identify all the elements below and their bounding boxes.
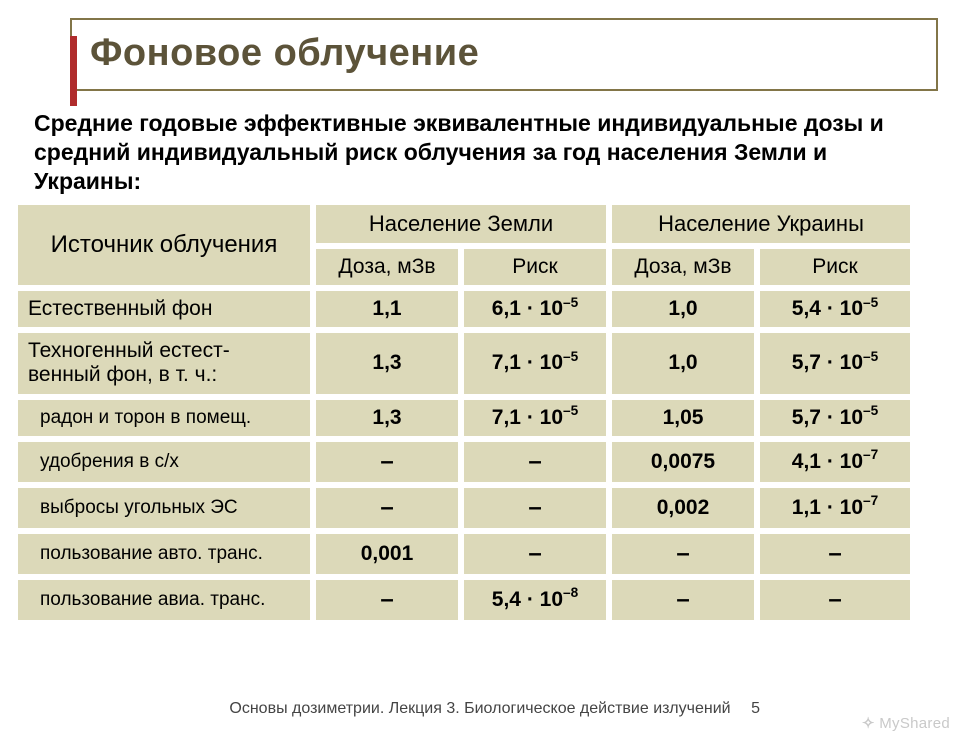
cell-value: – xyxy=(612,580,754,620)
cell-value: – xyxy=(612,534,754,574)
cell-value: 5,4 · 10–8 xyxy=(464,580,606,620)
cell-value: – xyxy=(316,488,458,528)
row-label: Естественный фон xyxy=(18,291,310,327)
title-box: Фоновое облучение xyxy=(70,18,938,91)
cell-value: 4,1 · 10–7 xyxy=(760,442,910,482)
cell-value: – xyxy=(316,580,458,620)
cell-value: 6,1 · 10–5 xyxy=(464,291,606,327)
page-title: Фоновое облучение xyxy=(90,32,918,75)
cell-value: 5,7 · 10–5 xyxy=(760,333,910,393)
row-label: удобрения в с/х xyxy=(18,442,310,482)
header-earth-dose: Доза, мЗв xyxy=(316,249,458,285)
row-label: радон и торон в помещ. xyxy=(18,400,310,436)
cell-value: – xyxy=(464,442,606,482)
cell-value: 7,1 · 10–5 xyxy=(464,400,606,436)
cell-value: 0,001 xyxy=(316,534,458,574)
row-label: выбросы угольных ЭС xyxy=(18,488,310,528)
page-number: 5 xyxy=(751,700,760,718)
cell-value: 5,4 · 10–5 xyxy=(760,291,910,327)
header-earth-risk: Риск xyxy=(464,249,606,285)
cell-value: 1,1 · 10–7 xyxy=(760,488,910,528)
subtitle-text: Средние годовые эффективные эквивалентны… xyxy=(34,109,926,195)
cell-value: 1,3 xyxy=(316,400,458,436)
cell-value: – xyxy=(464,534,606,574)
header-ukr-dose: Доза, мЗв xyxy=(612,249,754,285)
cell-value: 1,0 xyxy=(612,333,754,393)
row-label: пользование авто. транс. xyxy=(18,534,310,574)
header-ukr-risk: Риск xyxy=(760,249,910,285)
header-group-earth: Население Земли xyxy=(316,205,606,243)
footer-text: Основы дозиметрии. Лекция 3. Биологическ… xyxy=(0,700,960,718)
header-source: Источник облучения xyxy=(18,205,310,285)
cell-value: 1,0 xyxy=(612,291,754,327)
data-table: Источник облучения Население Земли Насел… xyxy=(18,205,942,619)
cell-value: – xyxy=(760,580,910,620)
header-group-ukraine: Население Украины xyxy=(612,205,910,243)
cell-value: 1,3 xyxy=(316,333,458,393)
cell-value: 1,05 xyxy=(612,400,754,436)
cell-value: 7,1 · 10–5 xyxy=(464,333,606,393)
watermark: ✧ MyShared xyxy=(862,714,950,732)
row-label: пользование авиа. транс. xyxy=(18,580,310,620)
title-accent-bar xyxy=(70,36,77,106)
row-label: Техногенный естест- венный фон, в т. ч.: xyxy=(18,333,310,393)
cell-value: – xyxy=(316,442,458,482)
cell-value: 0,0075 xyxy=(612,442,754,482)
cell-value: 5,7 · 10–5 xyxy=(760,400,910,436)
cell-value: 1,1 xyxy=(316,291,458,327)
cell-value: – xyxy=(760,534,910,574)
cell-value: 0,002 xyxy=(612,488,754,528)
cell-value: – xyxy=(464,488,606,528)
